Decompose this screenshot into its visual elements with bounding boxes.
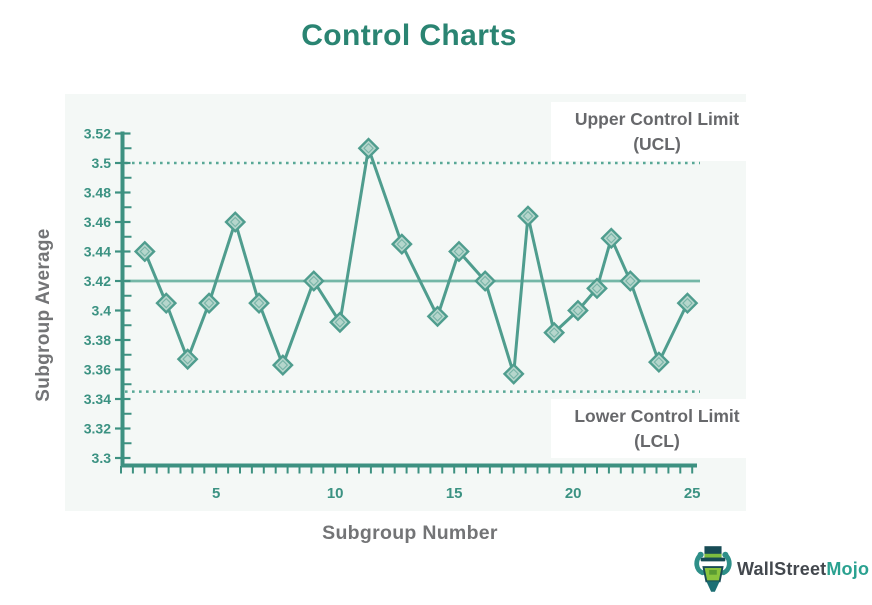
- data-point-marker: [357, 137, 380, 160]
- data-point-marker: [600, 227, 623, 250]
- series-line: [143, 146, 689, 376]
- data-point-marker: [133, 240, 156, 263]
- page-title: Control Charts: [301, 19, 517, 52]
- lcl-abbr: (LCL): [634, 431, 680, 451]
- data-point-marker: [517, 205, 539, 227]
- lcl-annotation: Lower Control Limit (LCL): [551, 399, 763, 458]
- data-point-marker: [198, 292, 220, 315]
- wallstreetmojo-logo: WallStreetMojo: [694, 544, 869, 594]
- data-point-marker: [390, 233, 413, 256]
- data-point-marker: [502, 363, 525, 385]
- data-point-marker: [248, 292, 270, 315]
- chart-panel: 3.3 3.32 3.34 3.36 3.38 3.4 3.42 3.44 3.46 3.48 3.…: [65, 94, 746, 511]
- ucl-annotation: Upper Control Limit (UCL): [551, 102, 763, 161]
- data-point-marker: [474, 270, 497, 292]
- control-chart-svg: 3.3 3.32 3.34 3.36 3.38 3.4 3.42 3.44 3.46 3.48 3.…: [84, 126, 701, 503]
- y-tick-label: 3.4: [92, 303, 112, 319]
- logo-text: WallStreetMojo: [737, 559, 869, 580]
- data-point-marker: [155, 292, 178, 315]
- data-point-marker: [676, 292, 699, 315]
- data-point-marker: [224, 211, 247, 233]
- x-tick-label: 5: [212, 485, 220, 502]
- lcl-label: Lower Control Limit: [574, 406, 740, 426]
- data-point-marker: [586, 277, 608, 300]
- y-tick-label: 3.38: [84, 332, 111, 348]
- y-tick-label: 3.3: [92, 450, 112, 466]
- y-tick-label: 3.5: [92, 155, 112, 171]
- data-point-marker: [543, 321, 566, 344]
- y-tick-label: 3.32: [84, 421, 111, 437]
- x-tick-label: 15: [446, 485, 463, 502]
- data-point-marker: [176, 348, 199, 371]
- x-axis-title: Subgroup Number: [322, 522, 498, 544]
- data-point-marker: [448, 240, 470, 263]
- logo-text-secondary: Mojo: [826, 558, 870, 579]
- data-point-marker: [619, 270, 642, 292]
- ucl-abbr: (UCL): [633, 134, 681, 154]
- x-tick-label: 20: [565, 485, 582, 502]
- y-tick-label: 3.52: [84, 126, 111, 142]
- data-point-marker: [329, 311, 351, 334]
- y-tick-label: 3.44: [84, 244, 111, 260]
- y-tick-label: 3.42: [84, 273, 111, 289]
- y-tick-label: 3.34: [84, 391, 111, 407]
- data-point-marker: [426, 305, 449, 328]
- y-tick-label: 3.36: [84, 362, 111, 378]
- y-tick-label: 3.48: [84, 185, 111, 201]
- y-axis-title: Subgroup Average: [33, 228, 54, 402]
- x-tick-label: 10: [327, 485, 344, 502]
- x-tick-label: 25: [684, 485, 701, 502]
- data-point-marker: [647, 351, 670, 374]
- data-point-marker: [567, 299, 589, 322]
- logo-text-primary: WallStreet: [737, 558, 827, 579]
- ucl-label: Upper Control Limit: [574, 109, 740, 129]
- data-point-marker: [302, 270, 325, 292]
- wallstreetmojo-mascot-icon: [694, 546, 732, 592]
- data-point-marker: [271, 354, 294, 376]
- y-tick-label: 3.46: [84, 214, 111, 230]
